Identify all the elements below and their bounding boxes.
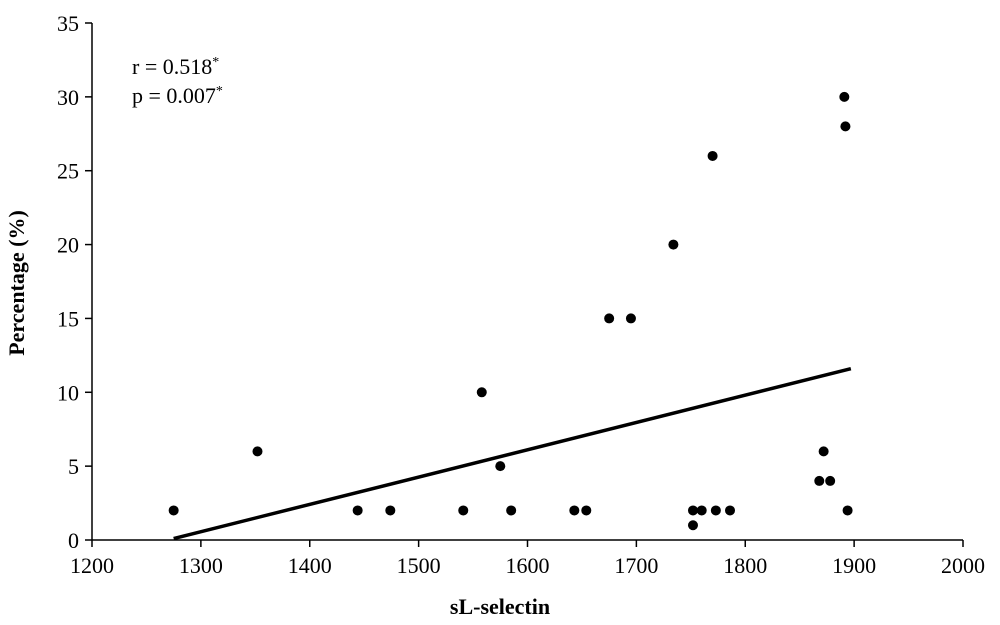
data-point [707, 150, 718, 161]
x-tick-label: 1500 [397, 553, 441, 578]
x-tick-label: 1700 [614, 553, 658, 578]
data-point [842, 505, 853, 516]
r-annotation-text: r = 0.518 [132, 54, 212, 79]
data-point [458, 505, 469, 516]
r-annotation-mark: * [212, 55, 219, 70]
data-point [696, 505, 707, 516]
data-point [604, 313, 615, 324]
y-tick-label: 0 [68, 528, 79, 553]
data-point [687, 505, 698, 516]
x-tick-label: 1900 [832, 553, 876, 578]
x-tick-label: 2000 [941, 553, 985, 578]
tick-labels: 1200 1300 1400 1500 1600 1700 1800 1900 2000 0 5 10… [57, 11, 985, 578]
data-point [725, 505, 736, 516]
p-annotation: p = 0.007* [132, 83, 223, 108]
data-point [710, 505, 721, 516]
data-point [385, 505, 396, 516]
data-point [818, 446, 829, 457]
p-annotation-text: p = 0.007 [132, 83, 216, 108]
data-point [569, 505, 580, 516]
data-point [825, 475, 836, 486]
x-tick-label: 1400 [288, 553, 332, 578]
data-point [495, 461, 506, 472]
data-point [625, 313, 636, 324]
data-point [839, 91, 850, 102]
y-tick-label: 25 [57, 159, 79, 184]
data-point [840, 121, 851, 132]
axes [85, 22, 964, 547]
x-axis-title: sL-selectin [450, 594, 550, 619]
data-point [506, 505, 517, 516]
data-point [581, 505, 592, 516]
data-points [168, 91, 853, 531]
y-axis-title: Percentage (%) [4, 210, 29, 356]
data-point [352, 505, 363, 516]
y-tick-label: 20 [57, 233, 79, 258]
data-point [252, 446, 263, 457]
y-tick-label: 10 [57, 380, 79, 405]
data-point [814, 475, 825, 486]
p-annotation-mark: * [216, 84, 223, 99]
data-point [687, 520, 698, 531]
trendline [173, 366, 852, 541]
y-tick-label: 35 [57, 11, 79, 36]
x-tick-label: 1800 [723, 553, 767, 578]
data-point [476, 387, 487, 398]
x-tick-label: 1200 [70, 553, 114, 578]
x-tick-label: 1600 [506, 553, 550, 578]
data-point [668, 239, 679, 250]
y-tick-label: 30 [57, 85, 79, 110]
y-tick-label: 5 [68, 454, 79, 479]
r-annotation: r = 0.518* [132, 54, 219, 79]
x-tick-label: 1300 [179, 553, 223, 578]
trendline-group [173, 366, 852, 541]
y-tick-label: 15 [57, 306, 79, 331]
data-point [168, 505, 179, 516]
